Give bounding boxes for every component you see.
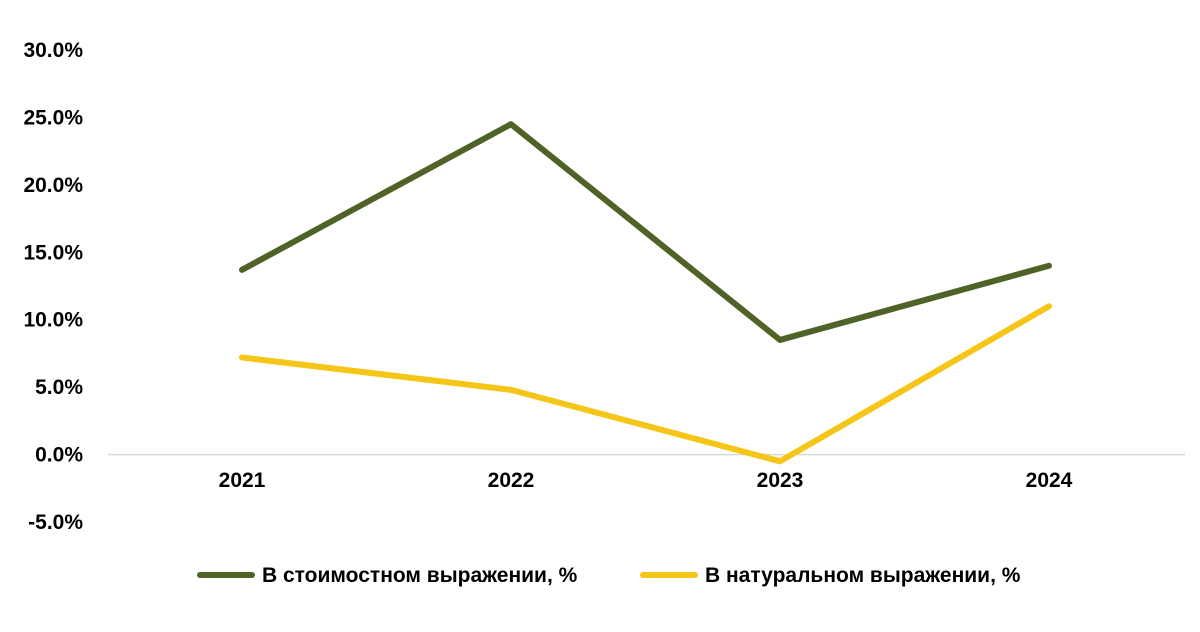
series-lines <box>242 124 1049 461</box>
legend: В стоимостном выражении, % В натуральном … <box>200 564 1021 587</box>
y-tick-label: 5.0% <box>35 376 83 399</box>
y-tick-label: 0.0% <box>35 444 83 467</box>
legend-label-2: В натуральном выражении, % <box>705 564 1021 587</box>
x-tick-label: 2023 <box>757 469 804 492</box>
x-tick-label: 2021 <box>219 469 266 492</box>
y-tick-label: -5.0% <box>28 511 83 534</box>
y-axis-tick-labels: -5.0% 0.0% 5.0% 10.0% 15.0% 20.0% 25.0% 30.0% <box>23 39 83 534</box>
y-tick-label: 20.0% <box>23 174 83 197</box>
x-axis-tick-labels: 2021 2022 2023 2024 <box>219 469 1073 492</box>
series-line-2 <box>242 306 1049 461</box>
y-tick-label: 25.0% <box>23 106 83 129</box>
x-tick-label: 2024 <box>1026 469 1073 492</box>
y-tick-label: 30.0% <box>23 39 83 62</box>
x-tick-label: 2022 <box>488 469 535 492</box>
series-line-1 <box>242 124 1049 340</box>
legend-label-1: В стоимостном выражении, % <box>262 564 578 587</box>
y-tick-label: 10.0% <box>23 309 83 332</box>
y-tick-label: 15.0% <box>23 241 83 264</box>
